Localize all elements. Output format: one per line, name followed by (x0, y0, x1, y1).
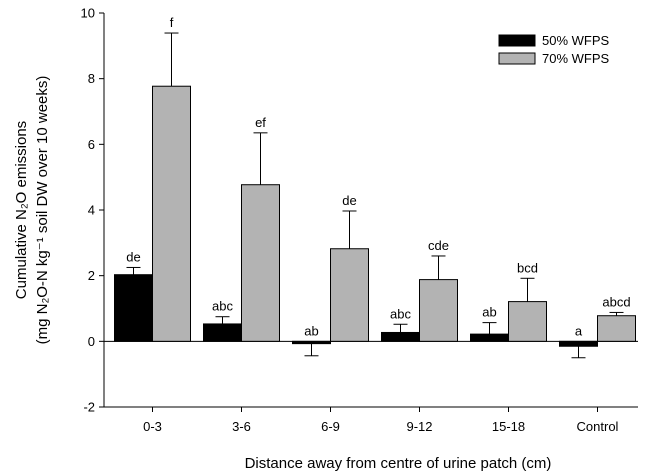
x-tick-label-4: 15-18 (492, 419, 525, 434)
bar-s1-0 (152, 85, 191, 342)
y-axis-title-line1: Cumulative N₂O emissions (13, 121, 30, 299)
bar-s0-1 (203, 323, 242, 342)
legend-swatch-0 (498, 34, 536, 47)
bar-s1-1 (241, 184, 280, 342)
bar-s1-4 (508, 301, 547, 342)
x-tick-label-3: 9-12 (406, 419, 432, 434)
sig-label-s1-1: ef (255, 115, 266, 130)
legend-label-1: 70% WFPS (542, 51, 610, 66)
bar-s1-2 (330, 248, 369, 342)
bar-s1-5 (597, 315, 636, 342)
sig-label-s1-4: bcd (517, 260, 538, 275)
bar-s1-3 (419, 279, 458, 342)
x-tick-label-2: 6-9 (321, 419, 340, 434)
legend-label-0: 50% WFPS (542, 33, 610, 48)
sig-label-s1-0: f (170, 15, 174, 30)
y-tick-label-1: 0 (88, 334, 95, 349)
sig-label-s0-0: de (126, 249, 140, 264)
sig-label-s0-1: abc (212, 299, 233, 314)
y-tick-label-4: 6 (88, 137, 95, 152)
bar-s0-0 (114, 274, 153, 342)
bar-s0-5 (559, 340, 598, 347)
sig-label-s1-3: cde (428, 238, 449, 253)
x-tick-label-5: Control (577, 419, 619, 434)
y-tick-label-0: -2 (83, 400, 95, 415)
sig-label-s0-4: ab (482, 305, 496, 320)
y-tick-label-2: 2 (88, 268, 95, 283)
sig-label-s0-5: a (575, 323, 583, 338)
legend-swatch-1 (498, 52, 536, 65)
plot-area: -2 0 2 4 6 8 10 0-3 de f 3-6 abc ef 6-9 ab de 9-12 abc cde… (81, 6, 638, 434)
bar-s0-4 (470, 333, 509, 342)
sig-label-s0-3: abc (390, 306, 411, 321)
x-axis-title: Distance away from centre of urine patch… (245, 455, 552, 472)
legend: 50% WFPS 70% WFPS (498, 33, 610, 66)
x-tick-label-1: 3-6 (232, 419, 251, 434)
sig-label-s1-2: de (342, 193, 356, 208)
sig-label-s1-5: abcd (602, 294, 630, 309)
x-tick-label-0: 0-3 (143, 419, 162, 434)
y-axis-title-line2: (mg N₂O-N kg⁻¹ soil DW over 10 weeks) (34, 76, 51, 345)
y-tick-label-5: 8 (88, 71, 95, 86)
y-tick-label-3: 4 (88, 203, 95, 218)
bar-s0-2 (292, 340, 331, 345)
sig-label-s0-2: ab (304, 323, 318, 338)
bar-s0-3 (381, 331, 420, 342)
y-tick-label-6: 10 (81, 6, 95, 21)
